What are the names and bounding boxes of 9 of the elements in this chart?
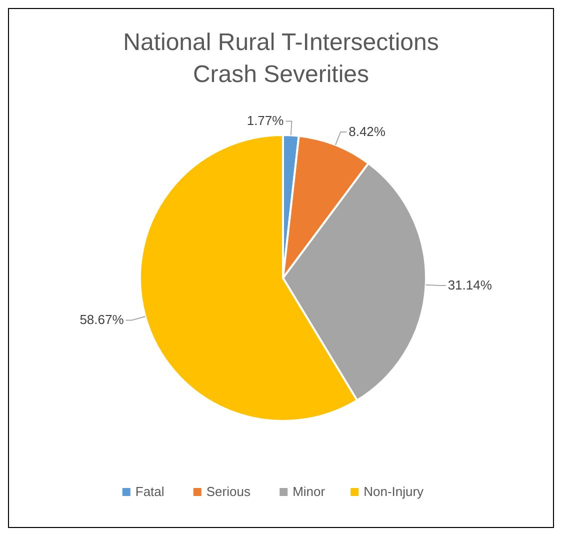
data-label: 8.42% xyxy=(348,124,386,139)
data-label: 58.67% xyxy=(80,312,124,328)
data-label: 31.14% xyxy=(448,277,492,292)
data-label: 1.77% xyxy=(246,113,284,128)
legend-label: Minor xyxy=(292,484,326,499)
legend-label: Non-Injury xyxy=(364,484,424,499)
legend-label: Serious xyxy=(206,484,251,499)
legend-label: Fatal xyxy=(135,484,164,499)
chart-title: National Rural T-Intersections Crash Severities xyxy=(123,29,439,88)
